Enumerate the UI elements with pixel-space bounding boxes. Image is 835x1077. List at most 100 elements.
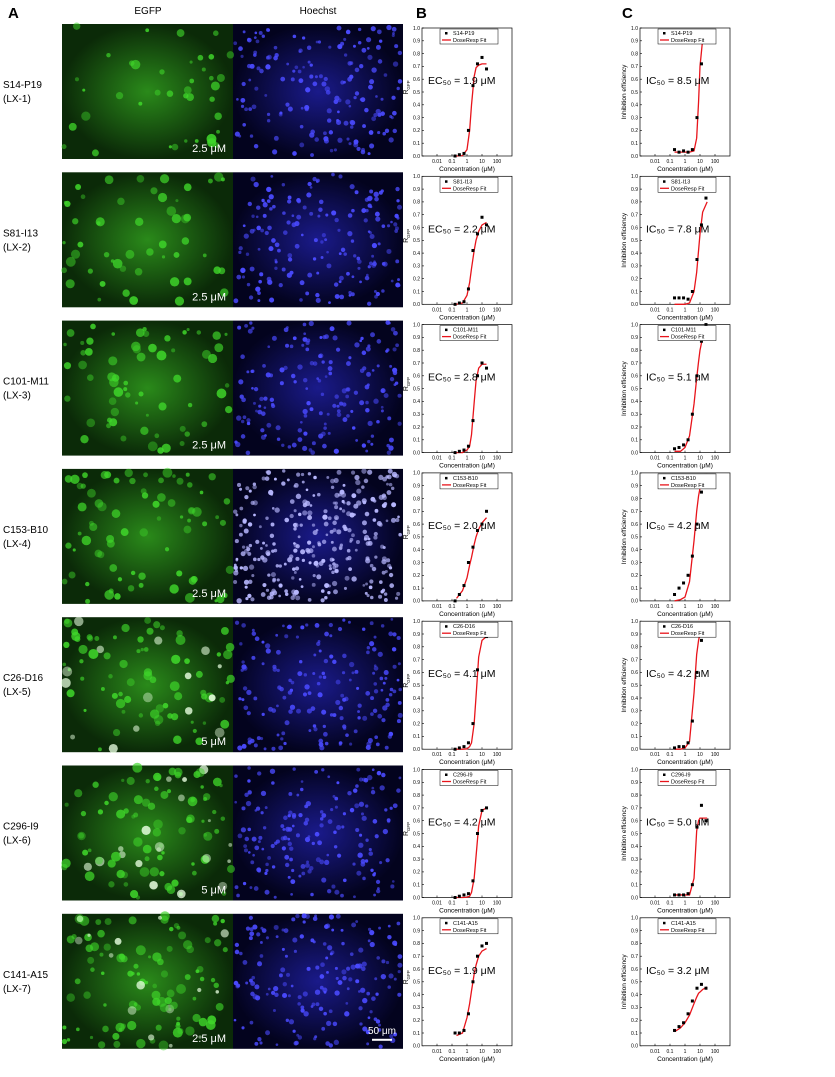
nucleus: [383, 393, 389, 399]
cell: [203, 831, 213, 841]
cell: [220, 929, 229, 938]
nucleus: [297, 69, 302, 74]
y-tick-label: 0.3: [631, 709, 638, 715]
nucleus: [321, 539, 327, 545]
nucleus: [274, 992, 279, 998]
cell: [190, 720, 194, 724]
cell: [220, 626, 229, 635]
nucleus: [317, 541, 321, 545]
nucleus: [375, 992, 379, 996]
nucleus: [346, 987, 350, 991]
nucleus: [287, 253, 293, 258]
y-tick-label: 0.4: [413, 548, 420, 554]
cell: [159, 69, 165, 75]
nucleus: [331, 884, 336, 889]
cell: [97, 747, 102, 752]
legend-label: DoseResp Fit: [453, 186, 487, 192]
cell: [124, 695, 132, 704]
nucleus: [356, 488, 362, 494]
nucleus: [316, 641, 321, 646]
x-tick-label: 0.1: [449, 159, 456, 165]
nucleus: [365, 449, 369, 453]
nucleus: [353, 729, 358, 734]
plot-frame: [639, 769, 731, 898]
x-tick-label: 0.01: [650, 307, 660, 313]
nucleus: [253, 886, 259, 891]
nucleus: [327, 889, 332, 894]
nucleus: [275, 935, 279, 939]
fit-curve: [674, 35, 708, 153]
nucleus: [338, 252, 342, 256]
nucleus: [321, 558, 326, 563]
nucleus: [393, 383, 397, 387]
cell: [176, 925, 181, 930]
nucleus: [324, 631, 329, 637]
cell: [134, 268, 143, 276]
data-point: [686, 438, 690, 442]
y-tick-label: 0.3: [413, 1005, 420, 1011]
data-point: [690, 883, 694, 887]
nucleus: [345, 1002, 349, 1005]
nucleus: [316, 377, 320, 381]
cell: [157, 958, 164, 966]
nucleus: [279, 367, 285, 373]
nucleus: [389, 687, 394, 692]
nucleus: [314, 769, 319, 774]
legend-label: DoseResp Fit: [453, 631, 487, 637]
nucleus: [349, 119, 354, 125]
egfp-image: [62, 172, 233, 308]
nucleus: [348, 678, 352, 682]
nucleus: [352, 788, 358, 793]
nucleus: [238, 246, 243, 251]
legend-label: C101-M11: [671, 328, 696, 334]
y-tick-label: 1.0: [631, 322, 638, 328]
x-tick-label: 0.1: [667, 1049, 674, 1055]
y-tick-label: 0.1: [413, 141, 420, 147]
nucleus: [389, 583, 395, 588]
nucleus: [333, 148, 338, 152]
y-tick-label: 0.8: [413, 348, 420, 354]
y-tick-label: 0.7: [413, 509, 420, 515]
nucleus: [290, 680, 295, 685]
nucleus: [237, 833, 243, 839]
nucleus: [256, 66, 261, 71]
nucleus: [332, 713, 337, 718]
nucleus: [313, 1037, 317, 1041]
data-point: [480, 944, 484, 948]
nucleus: [342, 726, 347, 730]
nucleus: [249, 927, 254, 932]
nucleus: [332, 520, 337, 526]
nucleus: [303, 414, 308, 418]
cell: [176, 29, 185, 37]
cell: [95, 856, 103, 865]
y-tick-label: 0.7: [631, 657, 638, 663]
cell: [156, 350, 167, 361]
nucleus: [360, 97, 366, 103]
y-tick-label: 0.2: [413, 1018, 420, 1024]
nucleus: [275, 564, 280, 568]
annotation: IC₅₀ = 3.2 μM: [646, 965, 709, 977]
nucleus: [253, 181, 259, 188]
plot-frame: [639, 324, 731, 453]
nucleus: [240, 104, 245, 108]
fit-curve: [456, 947, 487, 1037]
cell: [61, 267, 67, 274]
y-tick-label: 0.9: [413, 632, 420, 638]
x-tick-label: 0.1: [667, 901, 674, 907]
y-tick-label: 0.0: [631, 154, 638, 160]
cell: [197, 54, 204, 61]
nucleus: [297, 995, 302, 1000]
x-tick-label: 10: [697, 901, 703, 907]
nucleus: [287, 837, 291, 841]
cell: [214, 343, 224, 353]
y-axis-label-sub: GFP: [406, 970, 411, 979]
nucleus: [280, 76, 286, 82]
nucleus: [291, 576, 295, 580]
data-point: [695, 522, 699, 526]
nucleus: [367, 1016, 371, 1020]
cell: [157, 854, 163, 861]
nucleus: [378, 580, 383, 584]
nucleus: [383, 598, 388, 602]
nucleus: [259, 396, 264, 402]
concentration-label: 2.5 μM: [192, 291, 226, 303]
